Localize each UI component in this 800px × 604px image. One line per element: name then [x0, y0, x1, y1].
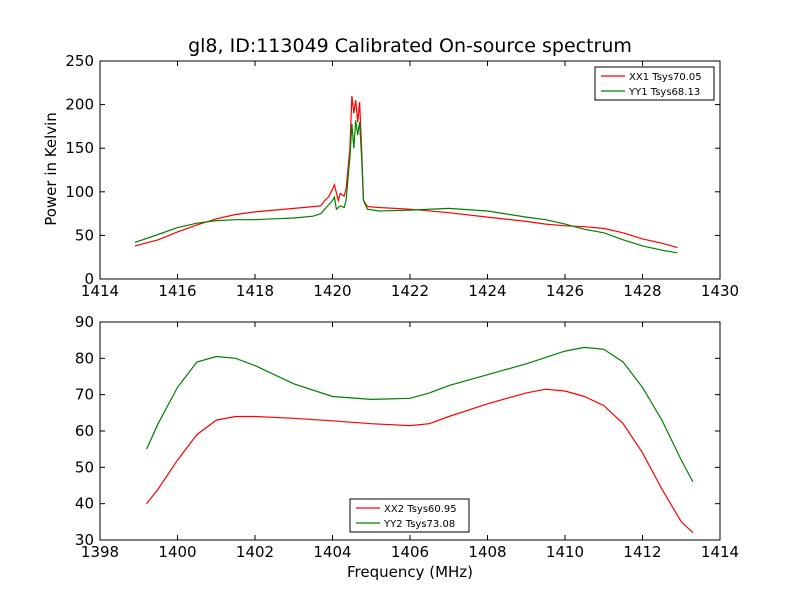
top-spectrum-plot: 1414 1416 1418 1420 1422 1424 1426 1428 1430 0 50 1… [65, 52, 739, 300]
series-line-yy [145, 346, 694, 483]
y-axis-label: Power in Kelvin [42, 112, 60, 226]
series-line-xx [134, 95, 678, 249]
y-tick-label: 90 [75, 313, 94, 331]
x-tick-label: 1424 [468, 282, 506, 300]
y-tick-label: 100 [65, 183, 94, 201]
x-tick-label: 1414 [701, 543, 739, 561]
bottom-spectrum-plot: 1398 1400 1402 1404 1406 1408 1410 1412 1414 30 40… [75, 313, 739, 561]
x-tick-label: 1410 [546, 543, 584, 561]
y-tick-label: 30 [75, 531, 94, 549]
y-tick-label: 150 [65, 139, 94, 157]
x-tick-label: 1414 [81, 282, 119, 300]
x-tick-label: 1416 [158, 282, 196, 300]
y-tick-label: 50 [75, 458, 94, 476]
y-tick-label: 40 [75, 495, 94, 513]
legend: XX2 Tsys60.95 YY2 Tsys73.08 [349, 498, 470, 533]
y-tick-label: 70 [75, 386, 94, 404]
x-tick-label: 1412 [623, 543, 661, 561]
y-tick-label: 250 [65, 52, 94, 70]
legend-box [349, 498, 470, 533]
y-tick-label: 0 [84, 270, 94, 288]
x-tick-label: 1430 [701, 282, 739, 300]
series-line-xx [146, 388, 694, 534]
x-tick-label: 1422 [391, 282, 429, 300]
y-tick-label: 80 [75, 349, 94, 367]
y-tick-label: 50 [75, 226, 94, 244]
x-tick-label: 1428 [623, 282, 661, 300]
x-tick-label: 1402 [236, 543, 274, 561]
series-line-yy [134, 120, 678, 254]
x-tick-label: 1398 [81, 543, 119, 561]
y-tick-label: 60 [75, 422, 94, 440]
x-tick-label: 1420 [313, 282, 351, 300]
y-tick-label: 200 [65, 96, 94, 114]
legend-label: XX1 Tsys70.05 [629, 72, 702, 83]
x-tick-label: 1400 [158, 543, 196, 561]
x-tick-label: 1408 [468, 543, 506, 561]
legend: XX1 Tsys70.05 YY1 Tsys68.13 [594, 66, 715, 101]
legend-label: YY1 Tsys68.13 [628, 87, 700, 98]
legend-box [594, 66, 715, 101]
legend-label: YY2 Tsys73.08 [383, 519, 455, 530]
x-axis-label: Frequency (MHz) [347, 563, 473, 581]
chart-title: gl8, ID:113049 Calibrated On-source spec… [188, 35, 632, 57]
legend-label: XX2 Tsys60.95 [384, 504, 457, 515]
x-tick-label: 1418 [236, 282, 274, 300]
x-tick-label: 1404 [313, 543, 351, 561]
x-tick-label: 1426 [546, 282, 584, 300]
x-tick-label: 1406 [391, 543, 429, 561]
